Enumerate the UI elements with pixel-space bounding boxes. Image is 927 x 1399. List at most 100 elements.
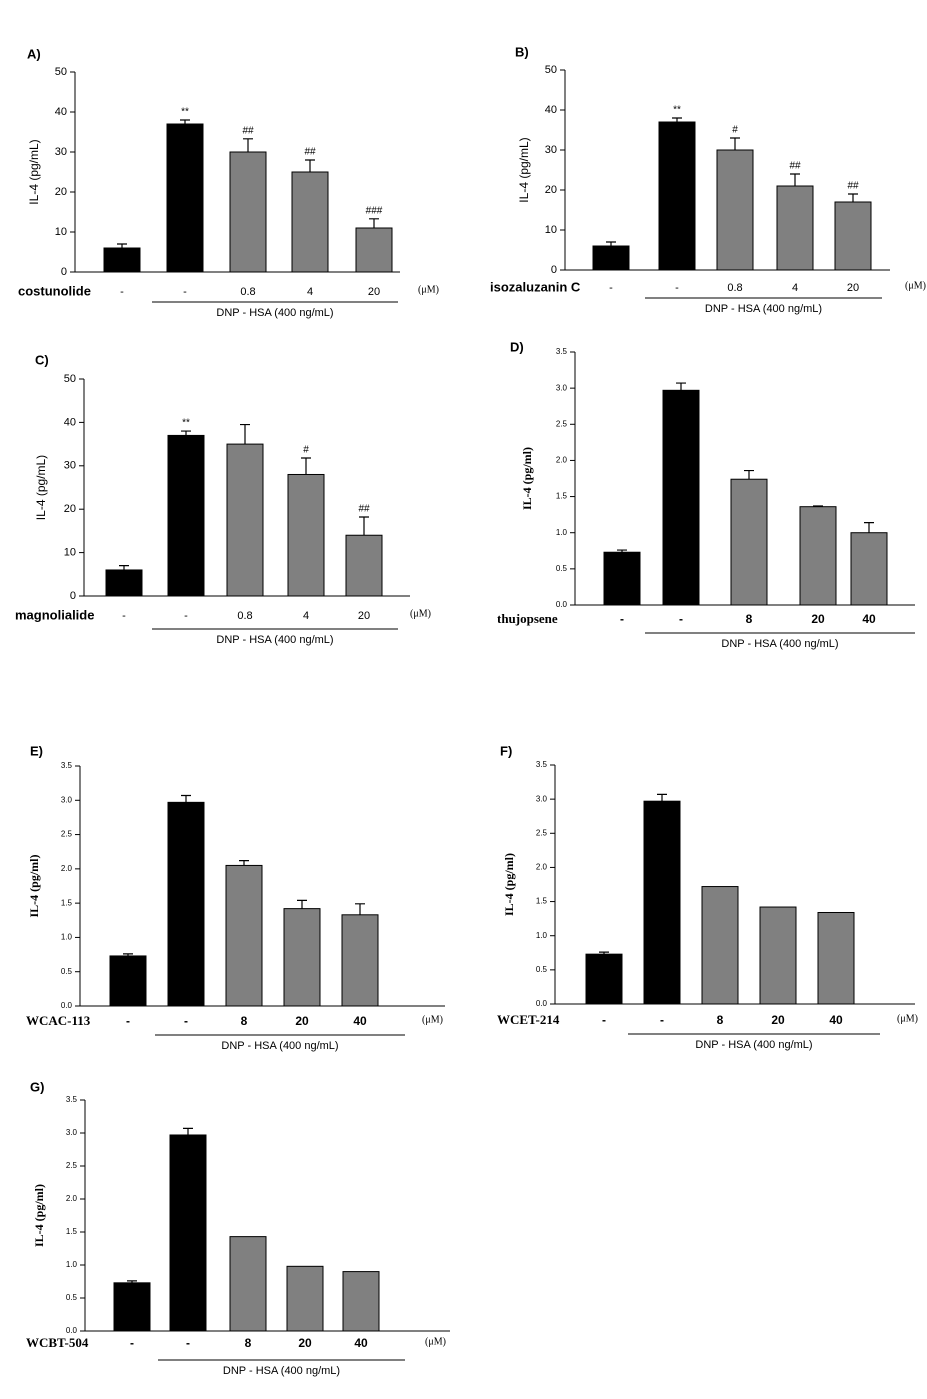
x-tick-label: 4: [792, 282, 798, 294]
y-tick-label: 2.0: [556, 456, 568, 465]
y-tick-label: 40: [55, 106, 67, 118]
bar: [834, 201, 872, 271]
bar: [716, 149, 754, 271]
error-bar: [599, 951, 609, 955]
y-tick-label: 0: [70, 590, 76, 602]
y-tick-label: 50: [64, 373, 76, 385]
y-tick-label: 2.0: [536, 863, 548, 872]
y-tick-label: 50: [55, 66, 67, 78]
x-tick-label: -: [186, 1336, 190, 1350]
error-bar: [813, 505, 823, 507]
group-label: DNP - HSA (400 ng/mL): [721, 638, 838, 650]
bar: [105, 569, 143, 597]
error-bar: [790, 173, 800, 186]
significance-mark: ##: [847, 181, 859, 192]
error-bar: [117, 243, 127, 248]
bar: [229, 151, 267, 273]
significance-mark: ##: [358, 504, 370, 515]
error-bar: [239, 860, 249, 866]
error-bar: [657, 793, 667, 802]
panel-label: G): [30, 1079, 44, 1094]
error-bar: [123, 953, 133, 956]
bar: [603, 551, 641, 606]
treatment-label: WCAC-113: [26, 1013, 91, 1028]
x-tick-label: 0.8: [237, 610, 252, 622]
y-tick-label: 3.0: [536, 794, 548, 803]
error-bar: [606, 241, 616, 246]
group-label: DNP - HSA (400 ng/mL): [216, 307, 333, 319]
y-tick-label: 20: [64, 503, 76, 515]
bar: [701, 886, 739, 1005]
bar: [229, 1236, 267, 1332]
unit-label: (μM): [422, 1014, 443, 1025]
y-tick-label: 3.0: [66, 1128, 78, 1137]
x-tick-label: 8: [241, 1014, 248, 1028]
significance-mark: ##: [304, 147, 316, 158]
unit-label: (μM): [897, 1013, 918, 1024]
bar: [345, 534, 383, 597]
panel: G) IL-4 (pg/ml) 0.0 0.5 1.0 1.5 2.0 2.5 3.0 3.5 - -…: [26, 1079, 450, 1377]
x-tick-label: 4: [303, 610, 309, 622]
significance-mark: **: [673, 105, 681, 116]
y-tick-label: 10: [545, 224, 557, 236]
y-tick-label: 30: [64, 460, 76, 472]
panel-label: F): [500, 743, 512, 758]
y-axis-label: IL-4 (pg/ml): [502, 853, 516, 916]
panel-label: C): [35, 352, 49, 367]
y-tick-label: 3.5: [66, 1095, 78, 1104]
panel-label: D): [510, 339, 524, 354]
x-tick-label: 40: [862, 612, 876, 626]
panel: C) IL-4 (pg/mL) 0 10 20 30 40 50 - ** - 0.8 #4 ## 20 ma…: [15, 352, 431, 645]
y-tick-label: 1.0: [61, 933, 73, 942]
y-axis-label: IL-4 (pg/mL): [27, 139, 41, 204]
bar: [109, 955, 147, 1007]
panel-label: A): [27, 46, 41, 61]
bar: [662, 389, 700, 606]
group-label: DNP - HSA (400 ng/mL): [223, 1365, 340, 1377]
treatment-label: magnolialide: [15, 607, 94, 622]
error-bar: [355, 903, 365, 915]
y-axis-label: IL-4 (pg/ml): [520, 447, 534, 510]
y-tick-label: 1.5: [556, 492, 568, 501]
y-tick-label: 0.5: [536, 965, 548, 974]
error-bar: [119, 565, 129, 570]
x-tick-label: 20: [368, 286, 380, 298]
x-tick-label: 4: [307, 286, 313, 298]
y-tick-label: 30: [545, 144, 557, 156]
bar: [730, 478, 768, 606]
treatment-label: WCET-214: [497, 1012, 560, 1027]
bar: [643, 800, 681, 1005]
bar: [355, 227, 393, 273]
bar: [169, 1134, 207, 1332]
y-tick-label: 0.0: [66, 1326, 78, 1335]
y-tick-label: 0: [551, 264, 557, 276]
error-bar: [369, 218, 379, 228]
y-tick-label: 0.0: [556, 600, 568, 609]
bar: [592, 245, 630, 271]
treatment-label: thujopsene: [497, 611, 558, 626]
group-label: DNP - HSA (400 ng/mL): [695, 1039, 812, 1051]
x-tick-label: 20: [811, 612, 825, 626]
group-label: DNP - HSA (400 ng/mL): [221, 1040, 338, 1052]
y-tick-label: 0: [61, 266, 67, 278]
bar: [799, 506, 837, 606]
unit-label: (μM): [410, 608, 431, 619]
x-tick-label: 8: [717, 1013, 724, 1027]
x-tick-label: 40: [353, 1014, 367, 1028]
x-tick-label: -: [602, 1013, 606, 1027]
bar: [167, 801, 205, 1007]
y-tick-label: 3.0: [556, 383, 568, 392]
error-bar: [240, 423, 250, 445]
y-tick-label: 50: [545, 64, 557, 76]
panel: B) IL-4 (pg/mL) 0 10 20 30 40 50 - ** - #0.8 ## 4 ## 20…: [490, 44, 926, 314]
panel: F) IL-4 (pg/ml) 0.0 0.5 1.0 1.5 2.0 2.5 3.0 3.5 - -…: [497, 743, 918, 1050]
x-tick-label: 40: [829, 1013, 843, 1027]
x-tick-label: 0.8: [727, 282, 742, 294]
error-bar: [744, 469, 754, 480]
panel-label: B): [515, 44, 529, 59]
unit-label: (μM): [425, 1336, 446, 1347]
y-tick-label: 3.5: [536, 760, 548, 769]
bar: [658, 121, 696, 271]
error-bar: [297, 899, 307, 909]
